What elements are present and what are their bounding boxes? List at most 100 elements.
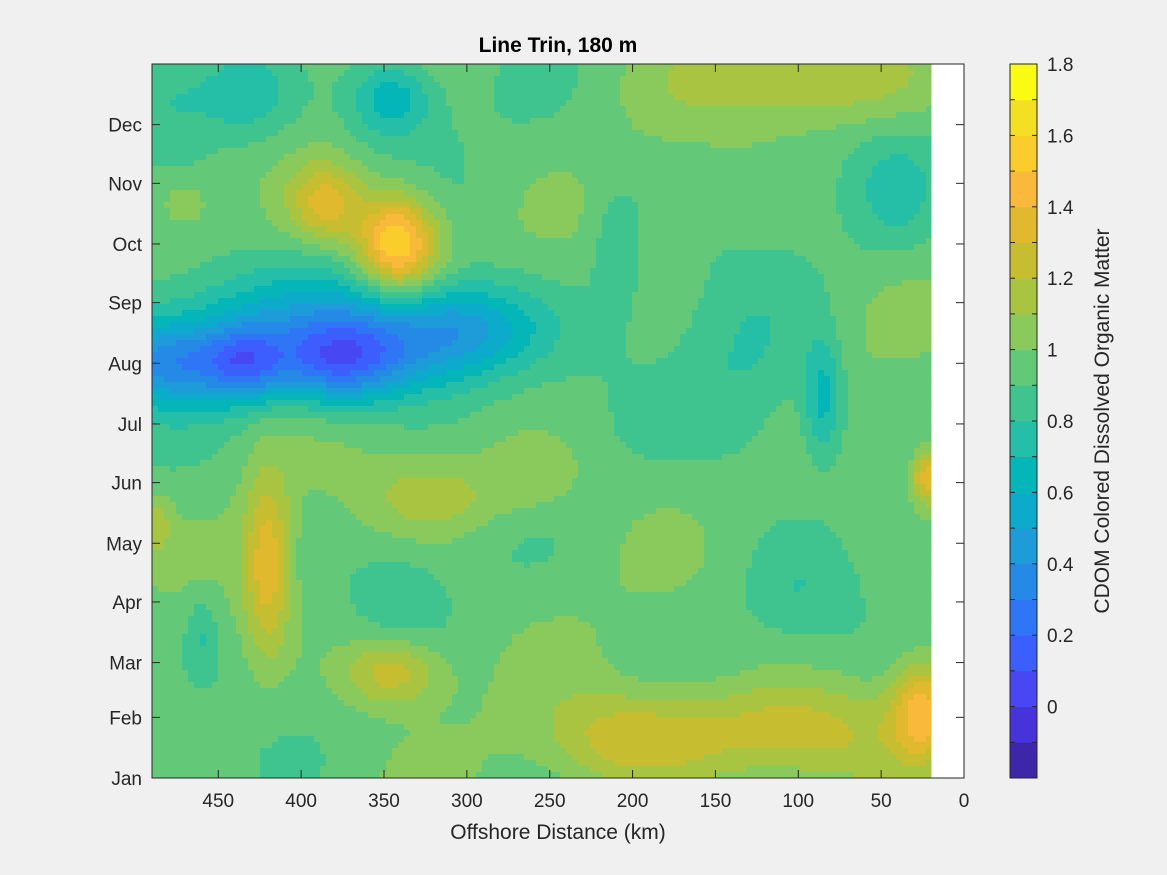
heatmap-cell xyxy=(320,88,327,95)
heatmap-cell xyxy=(698,142,705,149)
heatmap-cell xyxy=(644,148,651,155)
heatmap-cell xyxy=(374,94,381,101)
heatmap-cell xyxy=(506,148,513,155)
heatmap-cell xyxy=(182,256,189,263)
heatmap-cell xyxy=(452,280,459,287)
heatmap-cell xyxy=(182,94,189,101)
heatmap-cell xyxy=(584,142,591,149)
heatmap-cell xyxy=(728,172,735,179)
heatmap-cell xyxy=(602,160,609,167)
heatmap-cell xyxy=(368,148,375,155)
heatmap-cell xyxy=(686,130,693,137)
heatmap-cell xyxy=(764,82,771,89)
heatmap-cell xyxy=(632,196,639,203)
heatmap-cell xyxy=(386,166,393,173)
heatmap-cell xyxy=(908,190,915,197)
heatmap-cell xyxy=(740,94,747,101)
heatmap-cell xyxy=(440,70,447,77)
heatmap-cell xyxy=(584,208,591,215)
heatmap-cell xyxy=(806,100,813,107)
heatmap-cell xyxy=(410,274,417,281)
heatmap-cell xyxy=(476,208,483,215)
heatmap-cell xyxy=(782,262,789,269)
heatmap-cell xyxy=(560,214,567,221)
heatmap-cell xyxy=(230,274,237,281)
heatmap-cell xyxy=(848,88,855,95)
heatmap-cell xyxy=(578,148,585,155)
heatmap-cell xyxy=(392,220,399,227)
heatmap-cell xyxy=(158,130,165,137)
heatmap-cell xyxy=(782,130,789,137)
heatmap-cell xyxy=(896,154,903,161)
heatmap-cell xyxy=(884,286,891,293)
heatmap-cell xyxy=(158,124,165,131)
heatmap-cell xyxy=(518,286,525,293)
heatmap-cell xyxy=(344,154,351,161)
heatmap-cell xyxy=(830,166,837,173)
heatmap-cell xyxy=(644,70,651,77)
heatmap-cell xyxy=(332,64,339,71)
heatmap-cell xyxy=(506,94,513,101)
heatmap-cell xyxy=(614,268,621,275)
heatmap-cell xyxy=(212,124,219,131)
heatmap-cell xyxy=(518,94,525,101)
heatmap-cell xyxy=(416,268,423,275)
heatmap-cell xyxy=(524,142,531,149)
heatmap-cell xyxy=(794,220,801,227)
heatmap-cell xyxy=(188,112,195,119)
heatmap-cell xyxy=(566,142,573,149)
heatmap-cell xyxy=(572,130,579,137)
heatmap-cell xyxy=(422,244,429,251)
heatmap-cell xyxy=(332,250,339,257)
heatmap-cell xyxy=(152,256,159,263)
heatmap-cell xyxy=(188,184,195,191)
heatmap-cell xyxy=(422,220,429,227)
heatmap-cell xyxy=(902,76,909,83)
heatmap-cell xyxy=(806,136,813,143)
heatmap-cell xyxy=(590,256,597,263)
heatmap-cell xyxy=(332,100,339,107)
heatmap-cell xyxy=(704,70,711,77)
heatmap-cell xyxy=(914,220,921,227)
heatmap-cell xyxy=(578,268,585,275)
heatmap-cell xyxy=(182,280,189,287)
heatmap-cell xyxy=(914,262,921,269)
heatmap-cell xyxy=(758,202,765,209)
heatmap-cell xyxy=(716,184,723,191)
heatmap-cell xyxy=(818,94,825,101)
heatmap-cell xyxy=(674,64,681,71)
heatmap-cell xyxy=(740,274,747,281)
heatmap-cell xyxy=(182,70,189,77)
heatmap-cell xyxy=(620,256,627,263)
heatmap-cell xyxy=(212,250,219,257)
heatmap-cell xyxy=(680,100,687,107)
heatmap-cell xyxy=(380,118,387,125)
heatmap-cell xyxy=(446,214,453,221)
heatmap-cell xyxy=(608,88,615,95)
heatmap-cell xyxy=(194,100,201,107)
heatmap-cell xyxy=(926,88,932,95)
heatmap-cell xyxy=(218,166,225,173)
heatmap-cell xyxy=(350,64,357,71)
heatmap-cell xyxy=(830,190,837,197)
heatmap-cell xyxy=(458,136,465,143)
heatmap-cell xyxy=(218,172,225,179)
heatmap-cell xyxy=(254,136,261,143)
heatmap-cell xyxy=(812,220,819,227)
heatmap-cell xyxy=(758,208,765,215)
heatmap-cell xyxy=(320,268,327,275)
heatmap-cell xyxy=(890,244,897,251)
heatmap-cell xyxy=(836,70,843,77)
heatmap-cell xyxy=(668,244,675,251)
heatmap-cell xyxy=(506,280,513,287)
heatmap-cell xyxy=(788,136,795,143)
heatmap-cell xyxy=(680,88,687,95)
heatmap-cell xyxy=(824,184,831,191)
heatmap-cell xyxy=(302,232,309,239)
heatmap-cell xyxy=(812,208,819,215)
heatmap-cell xyxy=(368,64,375,71)
heatmap-cell xyxy=(524,268,531,275)
heatmap-cell xyxy=(866,88,873,95)
heatmap-cell xyxy=(368,160,375,167)
heatmap-cell xyxy=(266,124,273,131)
